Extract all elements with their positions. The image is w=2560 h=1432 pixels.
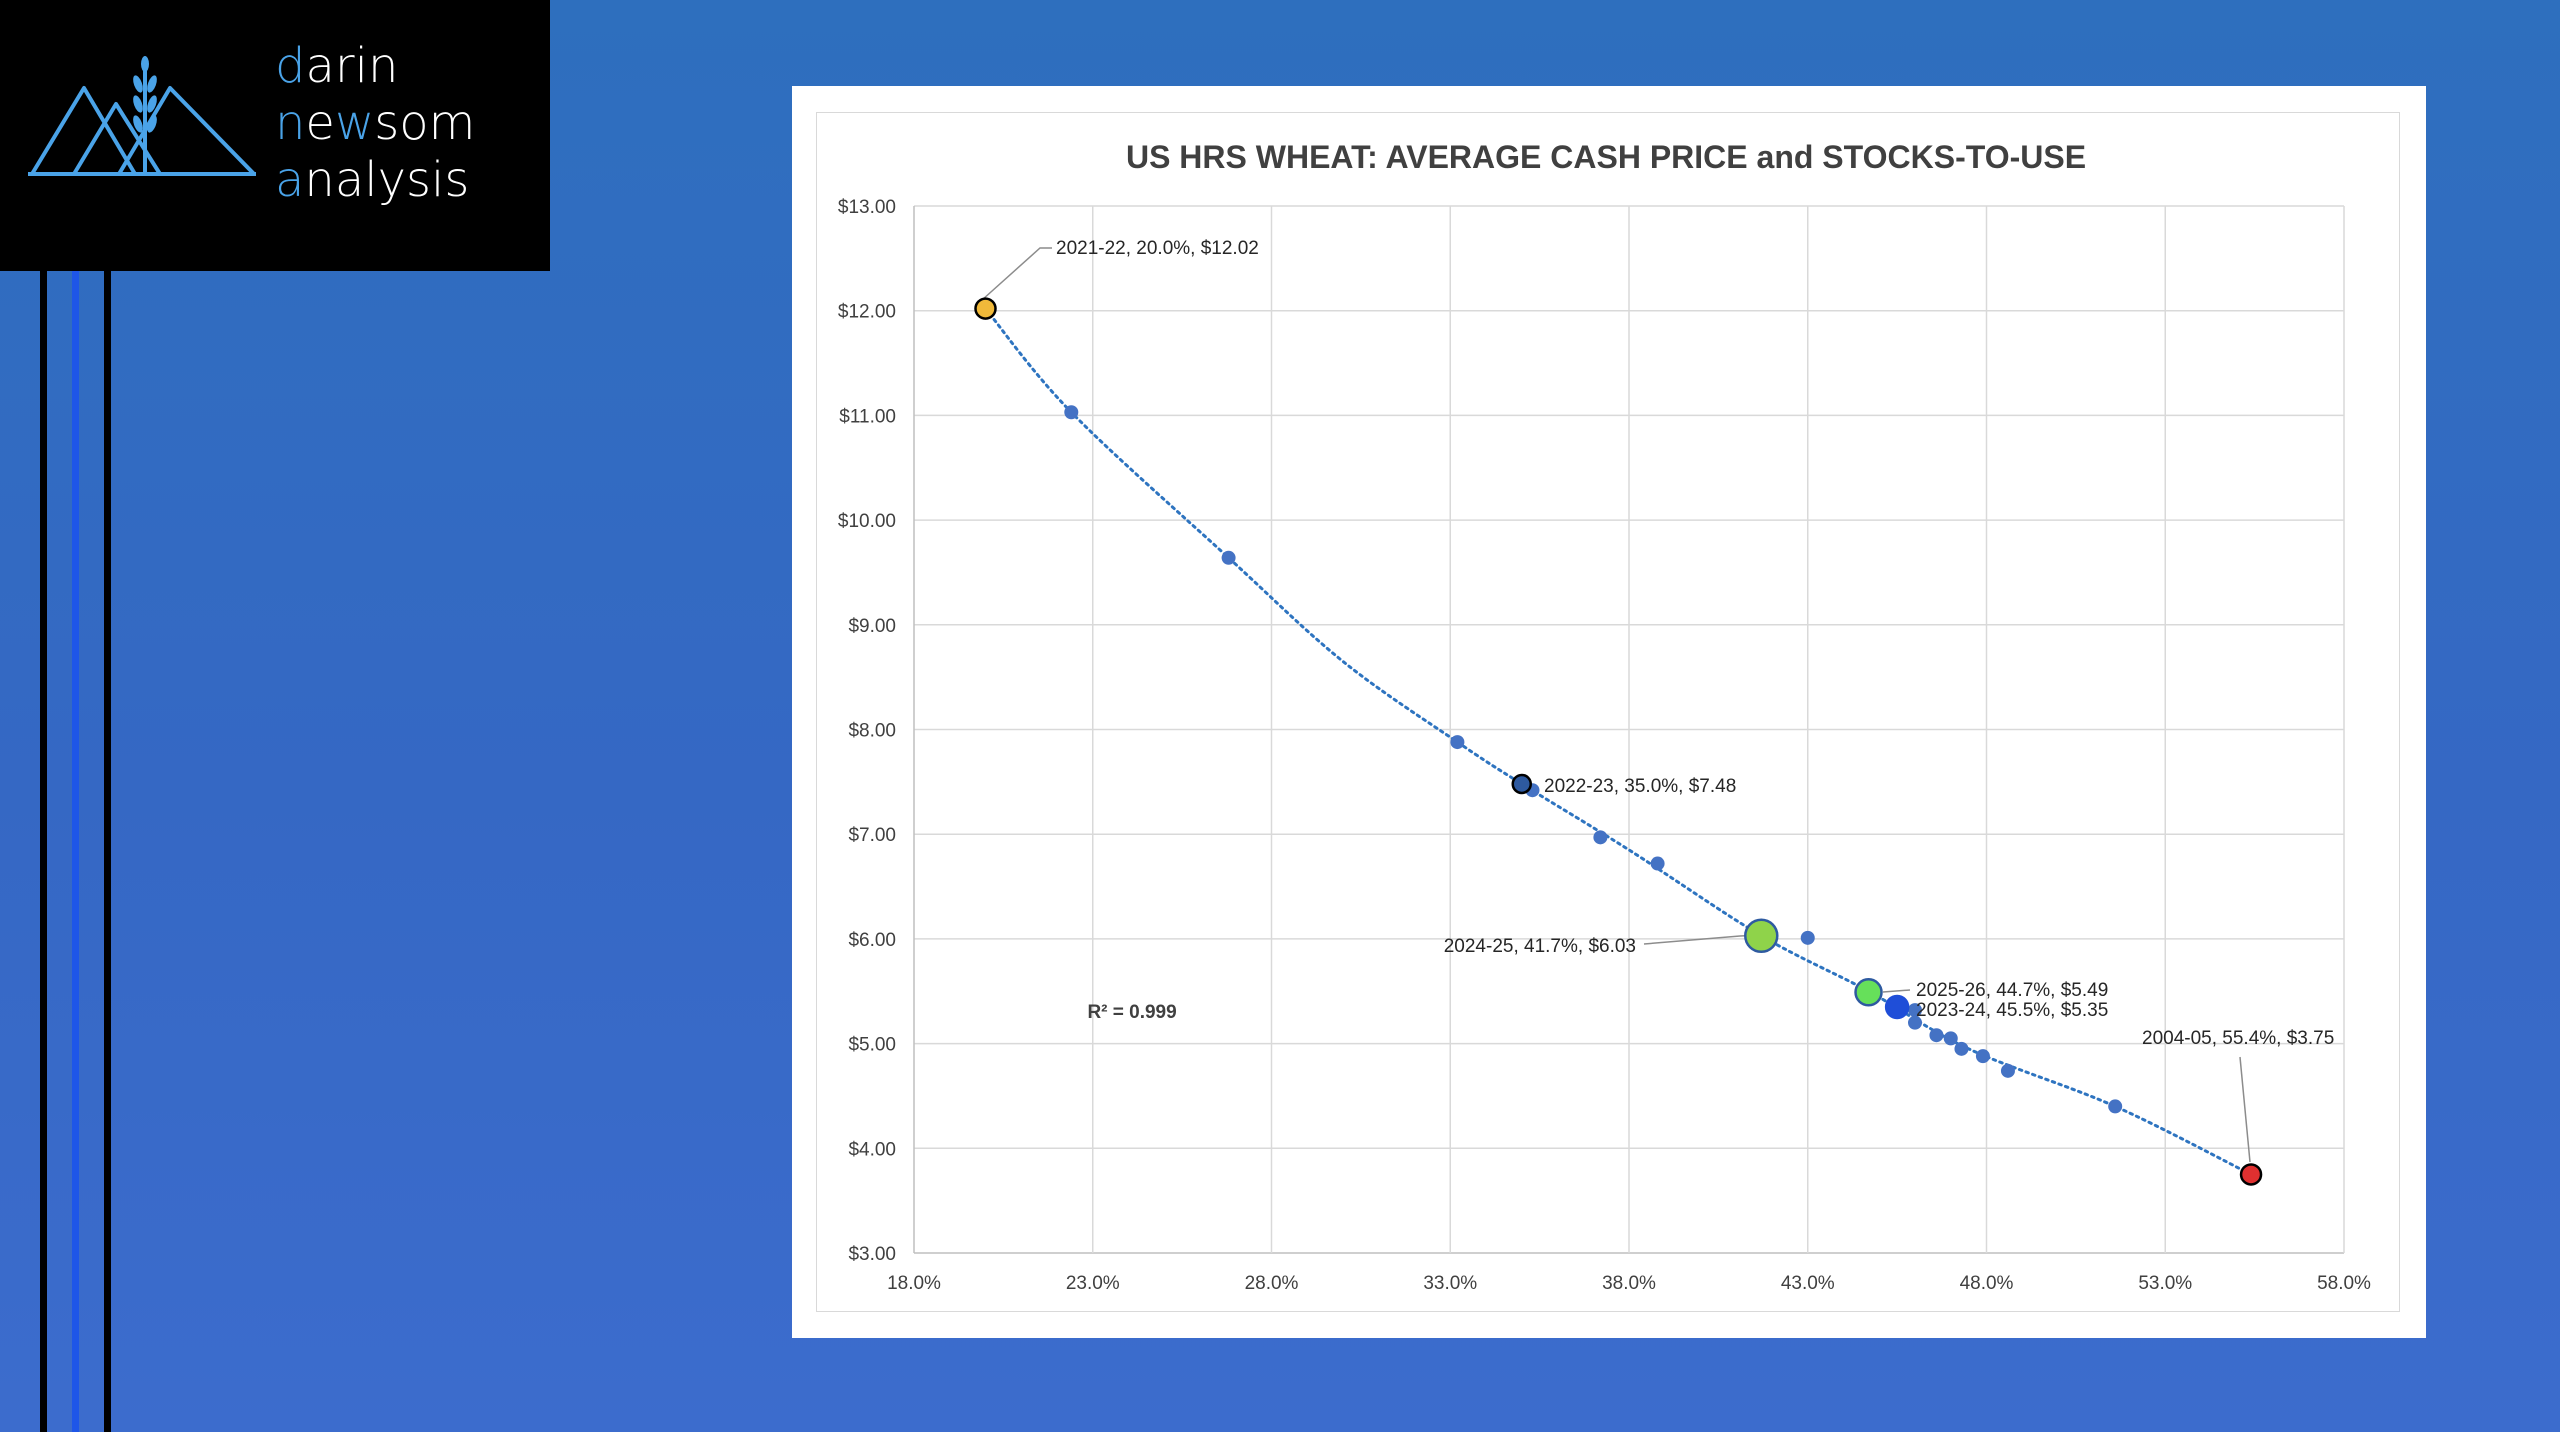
data-point <box>1593 830 1608 845</box>
data-point <box>1221 550 1236 565</box>
y-tick-label: $12.00 <box>838 302 896 323</box>
x-tick-label: 38.0% <box>1602 1273 1656 1294</box>
y-tick-label: $6.00 <box>848 930 896 951</box>
grid-lines <box>913 205 2345 1254</box>
highlighted-points: 2021-22, 20.0%, $12.02 2022-23, 35.0%, $7… <box>974 238 2334 1186</box>
data-point <box>1450 735 1465 750</box>
data-point <box>1650 856 1665 871</box>
x-tick-label: 33.0% <box>1423 1273 1477 1294</box>
y-tick-label: $4.00 <box>848 1139 896 1160</box>
highlighted-point <box>1854 978 1883 1007</box>
x-tick-label: 28.0% <box>1245 1273 1299 1294</box>
point-label: 2024-25, 41.7%, $6.03 <box>1444 936 1636 957</box>
x-tick-label: 43.0% <box>1781 1273 1835 1294</box>
y-tick-label: $11.00 <box>839 406 896 427</box>
x-tick-label: 48.0% <box>1960 1273 2014 1294</box>
data-point <box>1800 930 1815 945</box>
data-point <box>1064 405 1079 420</box>
y-tick-label: $5.00 <box>848 1035 896 1056</box>
point-label: 2023-24, 45.5%, $5.35 <box>1916 1000 2108 1021</box>
label-leader-line <box>2239 1056 2251 1163</box>
point-label: 2025-26, 44.7%, $5.49 <box>1916 980 2108 1001</box>
highlighted-point <box>1511 773 1532 795</box>
data-point <box>1908 1003 1922 1018</box>
label-leader-line <box>1882 989 1911 993</box>
decor-stripe-black-1 <box>40 271 47 1432</box>
highlighted-point <box>2239 1163 2263 1186</box>
x-tick-label: 58.0% <box>2317 1273 2371 1294</box>
logo-panel: darin newsom analysis <box>0 0 550 271</box>
decor-stripe-black-2 <box>104 271 111 1432</box>
y-tick-label: $9.00 <box>848 616 896 637</box>
y-tick-label: $8.00 <box>848 721 896 742</box>
data-point <box>1943 1031 1958 1046</box>
highlighted-point <box>1884 994 1910 1020</box>
trendline <box>984 307 2253 1176</box>
logo-mountain-icon <box>28 56 256 176</box>
chart-frame <box>816 112 2400 1312</box>
chart-title: US HRS WHEAT: AVERAGE CASH PRICE and STO… <box>1126 139 2086 175</box>
label-leader-line <box>981 247 1052 301</box>
point-label: 2004-05, 55.4%, $3.75 <box>2142 1028 2334 1049</box>
highlighted-point <box>1744 918 1779 954</box>
chart-card <box>792 86 2426 1338</box>
y-tick-label: $3.00 <box>848 1244 896 1265</box>
y-tick-label: $13.00 <box>838 197 896 218</box>
data-point <box>1954 1041 1969 1056</box>
x-tick-label: 53.0% <box>2138 1273 2192 1294</box>
data-point <box>1975 1049 1990 1064</box>
data-point <box>2108 1099 2123 1114</box>
data-point <box>1908 1015 1922 1030</box>
x-tick-label: 23.0% <box>1066 1273 1120 1294</box>
data-points <box>1064 405 2123 1114</box>
axis-labels: $3.00 $4.00 $5.00 $6.00 $7.00 $8.00 $9.00 $10.0… <box>838 197 2371 1294</box>
decor-stripe-blue <box>72 271 79 1432</box>
data-point <box>1929 1028 1944 1043</box>
logo-wordmark: darin newsom analysis <box>275 38 476 208</box>
data-point <box>2000 1063 2015 1078</box>
point-label: 2021-22, 20.0%, $12.02 <box>1056 238 1259 259</box>
y-tick-label: $10.00 <box>838 511 896 532</box>
point-label: 2022-23, 35.0%, $7.48 <box>1544 776 1736 797</box>
r-squared-annotation: R² = 0.999 <box>1087 1002 1176 1023</box>
x-tick-label: 18.0% <box>887 1273 941 1294</box>
y-tick-label: $7.00 <box>848 825 896 846</box>
highlighted-point <box>974 297 997 320</box>
